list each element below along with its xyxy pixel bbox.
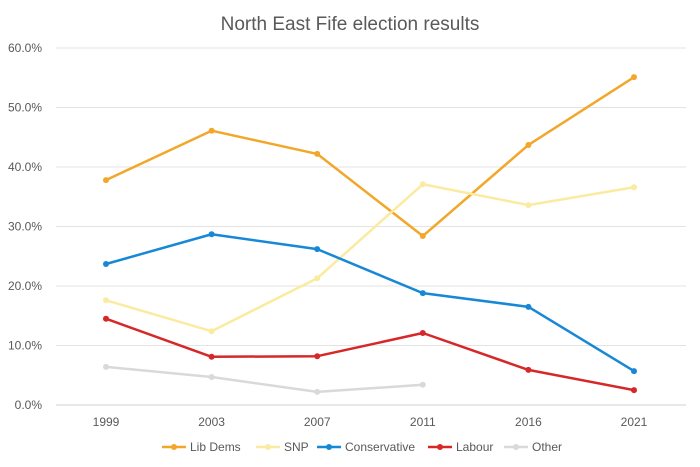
data-point-lib-dems	[631, 74, 637, 81]
series-line-lib-dems	[105, 76, 635, 238]
data-point-other	[314, 388, 321, 395]
legend-label-lib-dems: Lib Dems	[190, 440, 241, 454]
data-point-other	[103, 363, 109, 370]
series-line-labour	[105, 317, 635, 392]
series-line-conservative	[105, 232, 635, 373]
data-point-other	[208, 374, 215, 381]
legend-marker-lib-dems	[171, 444, 177, 450]
data-point-snp	[103, 297, 109, 304]
y-tick-label: 20.0%	[8, 279, 42, 293]
legend-label-labour: Labour	[456, 440, 493, 454]
x-tick-label: 1999	[93, 415, 120, 429]
y-tick-label: 40.0%	[8, 160, 42, 174]
data-point-lib-dems	[419, 233, 426, 240]
data-point-snp	[314, 275, 321, 282]
legend-label-conservative: Conservative	[345, 440, 415, 454]
data-point-conservative	[103, 260, 109, 267]
series-line-snp	[105, 183, 635, 333]
data-point-labour	[314, 353, 321, 360]
legend-marker-other	[513, 444, 519, 450]
y-tick-label: 10.0%	[8, 339, 42, 353]
x-tick-label: 2007	[304, 415, 331, 429]
data-point-conservative	[631, 368, 637, 375]
legend-label-snp: SNP	[284, 440, 309, 454]
x-tick-label: 2003	[198, 415, 225, 429]
y-tick-label: 50.0%	[8, 101, 42, 115]
data-point-labour	[525, 366, 532, 373]
legend-marker-labour	[437, 444, 443, 450]
data-point-snp	[631, 184, 637, 191]
data-point-lib-dems	[208, 127, 215, 134]
data-point-conservative	[208, 231, 215, 238]
data-point-snp	[525, 202, 532, 209]
data-point-conservative	[525, 303, 532, 310]
series-line-other	[105, 365, 423, 394]
y-tick-label: 60.0%	[8, 41, 42, 55]
data-point-other	[419, 381, 426, 388]
data-point-labour	[419, 330, 426, 337]
data-point-labour	[103, 315, 109, 322]
y-tick-label: 30.0%	[8, 220, 42, 234]
data-point-snp	[419, 181, 426, 188]
data-point-conservative	[314, 246, 321, 253]
x-tick-label: 2021	[621, 415, 648, 429]
data-point-labour	[208, 353, 215, 360]
data-point-labour	[631, 387, 637, 394]
chart-title: North East Fife election results	[221, 14, 480, 35]
data-point-snp	[208, 328, 215, 335]
x-tick-label: 2011	[410, 415, 436, 429]
data-point-lib-dems	[103, 177, 109, 184]
data-point-lib-dems	[314, 150, 321, 157]
data-point-conservative	[419, 290, 426, 297]
legend-label-other: Other	[532, 440, 562, 454]
legend-marker-snp	[265, 444, 271, 450]
data-point-lib-dems	[525, 141, 532, 148]
y-tick-label: 0.0%	[15, 398, 43, 412]
x-tick-label: 2016	[515, 415, 542, 429]
legend-marker-conservative	[326, 444, 332, 450]
